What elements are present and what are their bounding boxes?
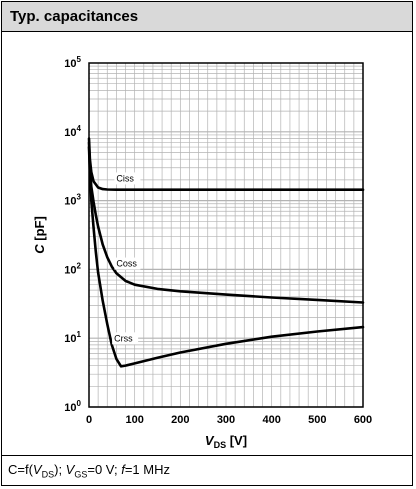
series-label-coss: Coss (116, 259, 137, 269)
series-label-bg (114, 257, 141, 270)
series-label-bg (112, 332, 139, 345)
y-tick-label: 102 (64, 261, 81, 276)
x-tick-label: 100 (125, 414, 143, 426)
y-tick-label: 105 (64, 55, 81, 70)
x-tick-label: 500 (308, 414, 326, 426)
series-line-coss (87, 141, 365, 304)
y-tick-label: 103 (64, 193, 81, 208)
caption: C=f(VDS); VGS=0 V; f=1 MHz (8, 462, 170, 480)
y-tick-label: 104 (64, 124, 81, 139)
title-bar: Typ. capacitances (2, 2, 412, 32)
y-tick-label: 101 (64, 330, 81, 345)
series-label-bg (114, 172, 141, 185)
x-axis-label: VDS [V] (205, 433, 247, 450)
series-label-crss: Crss (114, 333, 133, 343)
plot-region: 0 100 200 300 400 500 600 100 101 102 103 104 105 VDS… (2, 33, 412, 457)
x-tick-label: 300 (217, 414, 235, 426)
x-tick-label: 0 (86, 414, 92, 426)
x-tick-label: 600 (354, 414, 372, 426)
series-line-ciss (87, 137, 365, 191)
x-tick-label: 400 (262, 414, 280, 426)
chart-title: Typ. capacitances (10, 8, 139, 25)
y-tick-label: 100 (64, 399, 81, 414)
y-axis-label: C [pF] (32, 216, 47, 254)
capacitance-chart: 0 100 200 300 400 500 600 100 101 102 103 104 105 VDS… (32, 55, 372, 450)
x-tick-label: 200 (171, 414, 189, 426)
series-label-ciss: Ciss (116, 173, 134, 183)
plot-frame (88, 62, 364, 408)
series-line-crss (87, 145, 365, 368)
caption-bar: C=f(VDS); VGS=0 V; f=1 MHz (2, 455, 412, 485)
